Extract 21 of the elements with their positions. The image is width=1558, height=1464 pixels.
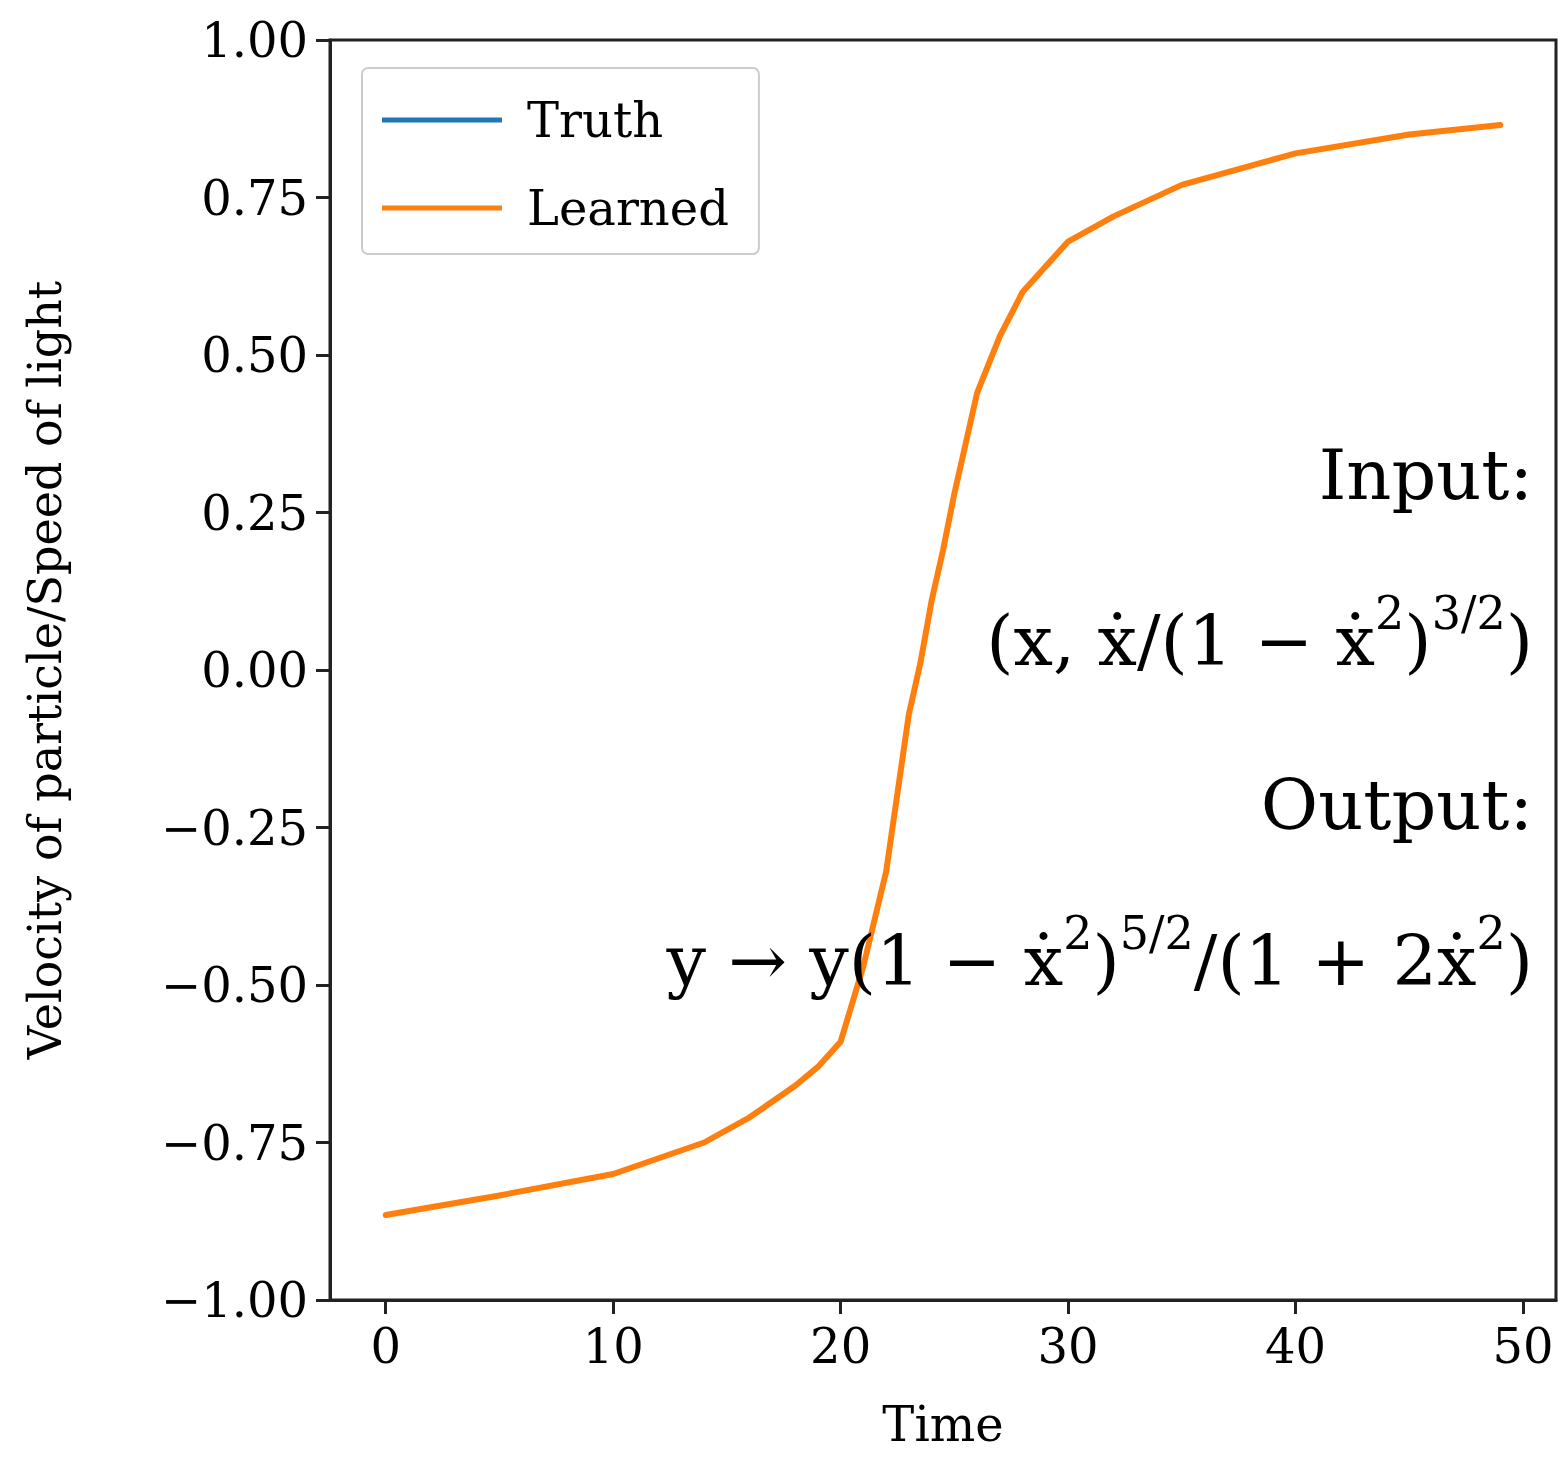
x-axis-title: Time (882, 1396, 1004, 1452)
y-tick-label: −0.50 (160, 957, 308, 1013)
x-tick-label: 0 (370, 1318, 401, 1374)
x-tick-label: 10 (582, 1318, 644, 1374)
y-axis-title: Velocity of particle/Speed of light (18, 280, 72, 1061)
x-tick-label: 40 (1265, 1318, 1327, 1374)
legend-label: Truth (527, 92, 664, 148)
annotation: Input: (1318, 434, 1533, 516)
y-tick-label: −0.25 (160, 799, 308, 856)
x-tick-label: 20 (810, 1318, 872, 1374)
y-tick-label: 0.50 (201, 327, 308, 383)
y-tick-label: 0.75 (201, 169, 308, 226)
y-tick-label: 0.25 (201, 484, 308, 541)
y-tick-label: 1.00 (201, 12, 308, 68)
y-tick-label: −0.75 (160, 1114, 308, 1171)
y-tick-label: −1.00 (160, 1272, 308, 1328)
x-tick-label: 50 (1492, 1318, 1554, 1374)
y-tick-label: 0.00 (201, 642, 308, 698)
legend-label: Learned (527, 180, 729, 236)
x-tick-label: 30 (1037, 1318, 1099, 1374)
annotation: Output: (1260, 764, 1534, 846)
